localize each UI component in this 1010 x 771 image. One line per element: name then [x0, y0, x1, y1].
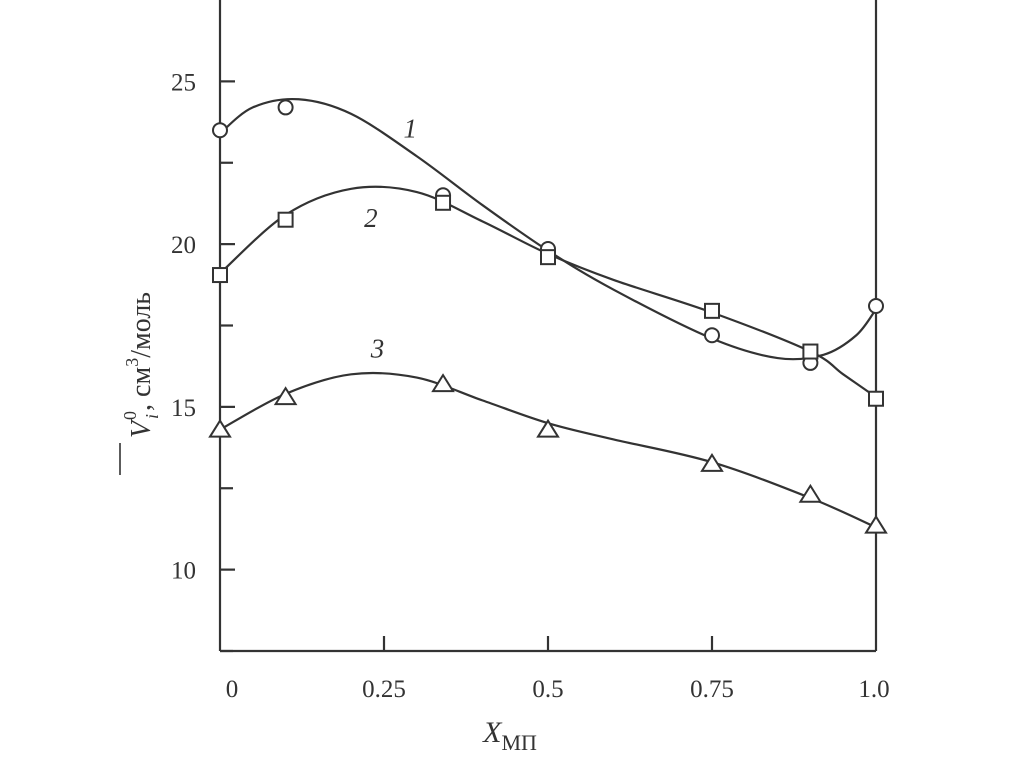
series-2-point [704, 302, 720, 319]
series-3-label: 3 [370, 333, 385, 363]
series-3-point [798, 483, 823, 503]
series-3-point [700, 452, 724, 472]
series-2-point [802, 343, 819, 360]
series-1-point [704, 327, 720, 344]
series-3-point [431, 373, 455, 393]
series-1-point [212, 122, 228, 139]
x-tick-label: 1.0 [858, 676, 889, 703]
series-2-point [540, 249, 556, 266]
y-tick-label: 15 [171, 395, 196, 422]
axes: 0 0.25 0.5 0.75 1.0 10 15 20 25 [171, 0, 890, 703]
series-2-point [212, 267, 228, 284]
series-3-point [208, 418, 232, 438]
series-2-curve [219, 185, 877, 399]
curves [219, 97, 877, 529]
series-3-point [536, 418, 560, 438]
y-axis-label: Vi0, см3/моль [119, 292, 162, 475]
markers [208, 99, 888, 534]
x-tick-label: 0.25 [362, 676, 406, 703]
x-tick-label: 0.75 [690, 676, 734, 703]
series-2-label: 2 [364, 203, 378, 233]
series-1-label: 1 [403, 114, 417, 144]
x-tick-label: 0 [226, 676, 239, 703]
series-3-point [273, 386, 298, 406]
svg-text:Vi0, см3/моль: Vi0, см3/моль [120, 292, 162, 438]
x-tick-label: 0.5 [532, 676, 563, 703]
series-3-curve [219, 371, 877, 529]
series-2-point [868, 390, 884, 407]
series-1-point [277, 99, 294, 116]
y-tick-label: 20 [171, 232, 196, 259]
series-1-curve [219, 97, 877, 361]
x-axis-label: XМП [482, 716, 537, 755]
labels: 1 2 3 [364, 114, 417, 364]
series-2-point [435, 194, 452, 211]
series-1-point [868, 297, 884, 314]
y-tick-label: 25 [171, 69, 196, 96]
series-2-point [277, 211, 294, 228]
y-tick-label: 10 [171, 558, 196, 585]
series-3-point [864, 514, 888, 534]
